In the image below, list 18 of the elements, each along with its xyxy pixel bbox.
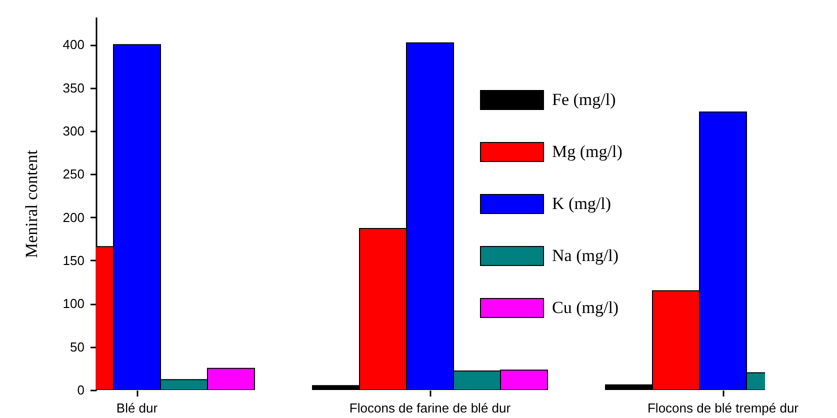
- y-tick-label: 300: [62, 123, 84, 138]
- y-tick-label: 100: [62, 296, 84, 312]
- legend-label: Na (mg/l): [552, 246, 619, 265]
- y-tick-label: 200: [62, 210, 84, 225]
- y-tick-label: 400: [62, 37, 84, 52]
- x-tick-label: Flocons de farine de blé dur: [349, 400, 512, 416]
- y-tick-label: 50: [70, 339, 84, 354]
- legend-label: K (mg/l): [552, 194, 612, 213]
- y-tick-label: 350: [62, 80, 84, 96]
- y-axis-title: Meniral content: [22, 150, 41, 258]
- y-tick-label: 250: [62, 166, 84, 182]
- legend-label: Fe (mg/l): [552, 90, 616, 109]
- y-tick-label: 0: [77, 382, 84, 398]
- legend-label: Mg (mg/l): [552, 142, 622, 161]
- y-tick-label: 150: [62, 252, 84, 268]
- x-tick-label: Blé dur: [116, 400, 158, 416]
- x-tick-label: Flocons de blé trempé dur: [647, 400, 800, 416]
- legend-label: Cu (mg/l): [552, 298, 619, 317]
